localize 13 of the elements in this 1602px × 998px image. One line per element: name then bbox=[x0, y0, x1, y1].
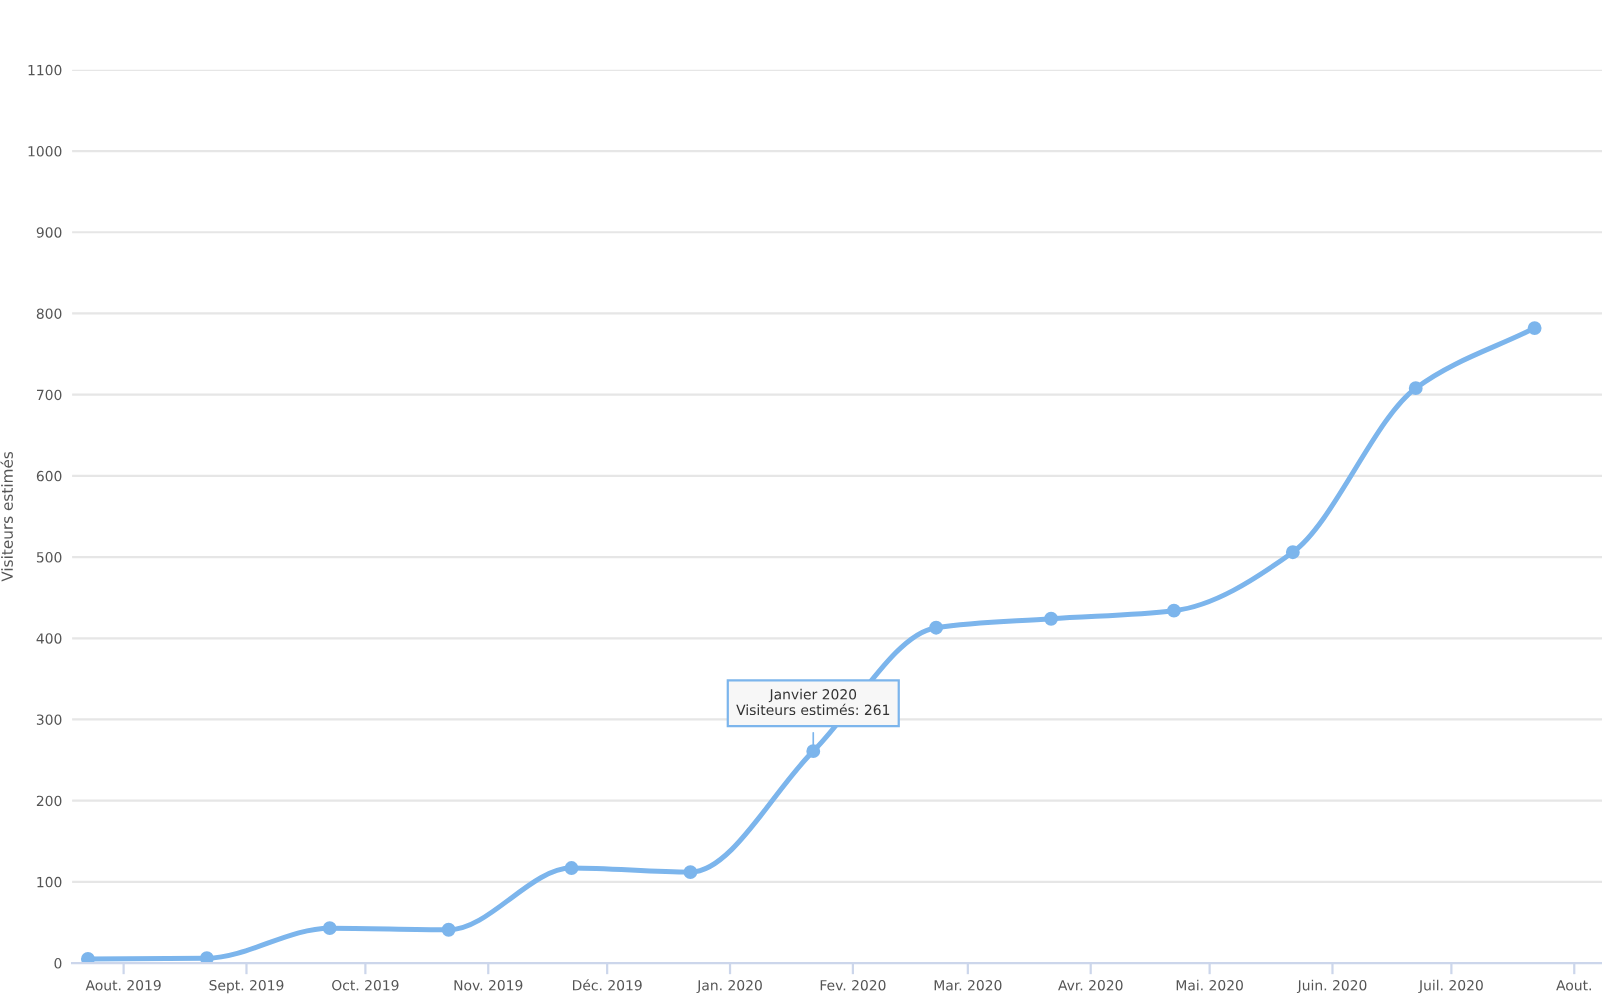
point bbox=[1408, 381, 1423, 396]
point bbox=[1167, 603, 1181, 618]
point bbox=[564, 861, 579, 876]
point bbox=[929, 620, 944, 635]
point bbox=[81, 952, 95, 964]
point bbox=[1285, 545, 1300, 560]
point bbox=[806, 744, 821, 759]
point bbox=[441, 922, 456, 937]
point bbox=[199, 951, 214, 964]
point bbox=[1527, 321, 1542, 336]
point bbox=[683, 865, 698, 880]
point bbox=[1044, 611, 1059, 626]
point bbox=[322, 921, 337, 936]
